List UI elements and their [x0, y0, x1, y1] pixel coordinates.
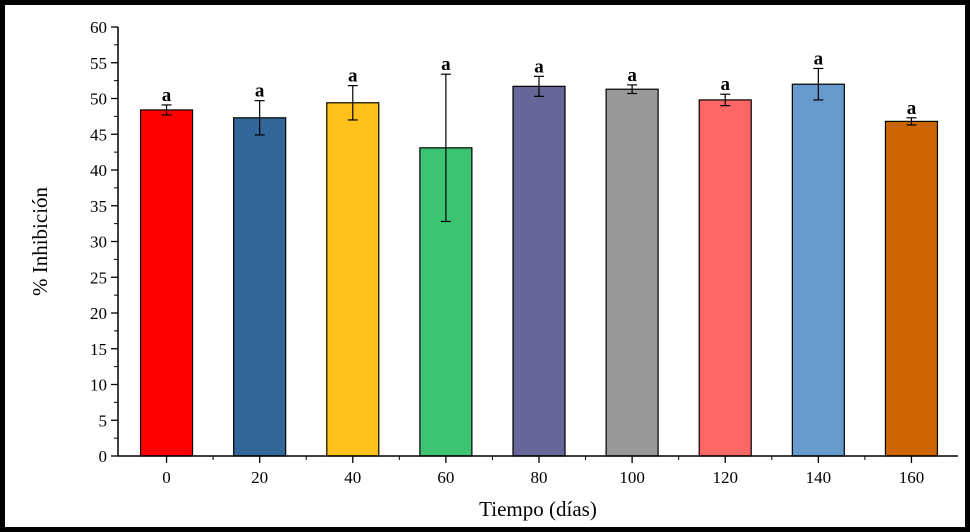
- significance-label-20: a: [255, 81, 265, 102]
- x-tick-label: 20: [251, 468, 268, 487]
- significance-label-80: a: [534, 56, 544, 77]
- x-tick-label: 0: [162, 468, 171, 487]
- y-tick-label: 10: [90, 376, 107, 395]
- significance-label-100: a: [627, 65, 637, 86]
- significance-labels-group: a a a a a a a a a: [162, 48, 917, 118]
- y-tick-label: 45: [90, 125, 107, 144]
- x-tick-label: 140: [806, 468, 832, 487]
- y-tick-label: 40: [90, 161, 107, 180]
- y-tick-label: 25: [90, 268, 107, 287]
- x-tick-label: 160: [899, 468, 925, 487]
- significance-label-0: a: [162, 85, 172, 106]
- y-tick-label: 35: [90, 197, 107, 216]
- significance-label-160: a: [907, 98, 917, 119]
- bar-140: [791, 83, 845, 457]
- bar-120: [698, 99, 752, 457]
- y-tick-label: 5: [99, 411, 108, 430]
- bar-0: [139, 109, 194, 457]
- bar-40: [326, 102, 380, 457]
- significance-label-60: a: [441, 54, 451, 75]
- significance-label-40: a: [348, 66, 358, 87]
- y-axis-title: % Inhibición: [28, 186, 52, 296]
- x-axis-title: Tiempo (días): [479, 497, 597, 521]
- bar-100: [605, 88, 659, 457]
- bar-20: [233, 117, 287, 457]
- x-ticks-group: 0 20 40 60 80 100 120 140 160: [162, 456, 924, 487]
- error-bars-group: [161, 67, 917, 223]
- y-tick-label: 55: [90, 54, 107, 73]
- bar-80: [512, 85, 566, 457]
- y-tick-label: 20: [90, 304, 107, 323]
- x-tick-label: 120: [712, 468, 738, 487]
- bars-group: [139, 83, 939, 457]
- y-tick-label: 15: [90, 340, 107, 359]
- x-tick-label: 100: [619, 468, 645, 487]
- x-tick-label: 60: [437, 468, 454, 487]
- y-tick-label: 0: [99, 447, 108, 466]
- x-tick-label: 40: [344, 468, 361, 487]
- significance-label-140: a: [814, 48, 824, 69]
- significance-label-120: a: [720, 74, 730, 95]
- y-tick-label: 30: [90, 233, 107, 252]
- y-tick-label: 60: [90, 18, 107, 37]
- bar-160: [884, 120, 939, 457]
- y-ticks-group: 0 5 10 15 20 25 30 35 40 45 50 55 60: [90, 18, 118, 466]
- y-tick-label: 50: [90, 90, 107, 109]
- x-tick-label: 80: [531, 468, 548, 487]
